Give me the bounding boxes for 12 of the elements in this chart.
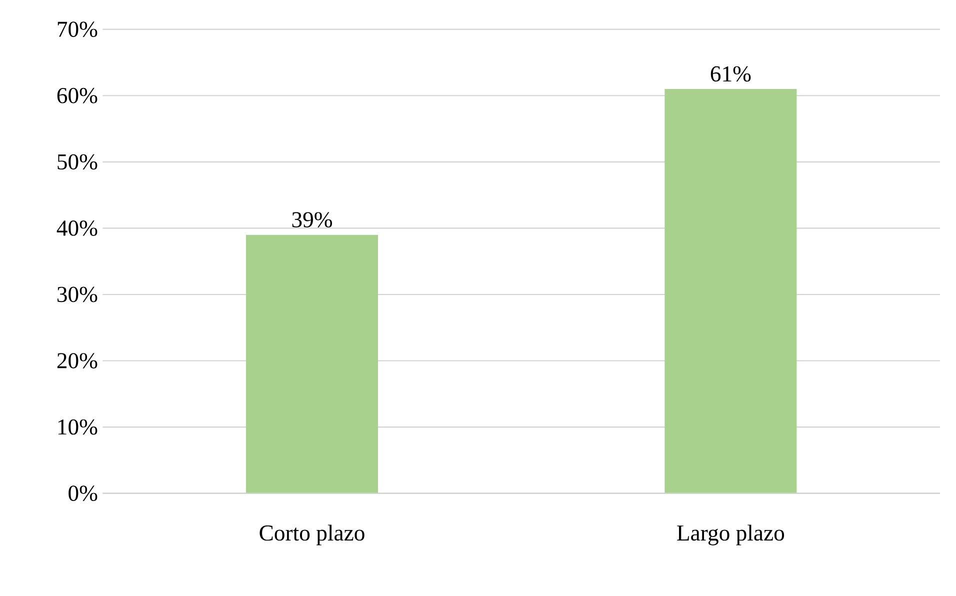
data-label: 39% [292, 212, 332, 228]
y-tick-label: 70% [58, 22, 98, 38]
y-tick-label: 30% [57, 286, 98, 302]
y-tick-label: 10% [58, 419, 98, 435]
data-label: 61% [710, 66, 751, 82]
x-tick-label: Largo plazo [677, 524, 784, 546]
y-tick-label: 50% [58, 154, 98, 170]
y-tick-label: 0% [68, 486, 98, 502]
y-tick-label: 40% [56, 220, 98, 236]
x-tick-label: Corto plazo [260, 524, 364, 546]
y-tick-label: 20% [57, 353, 98, 368]
y-tick-label: 60% [57, 88, 98, 104]
